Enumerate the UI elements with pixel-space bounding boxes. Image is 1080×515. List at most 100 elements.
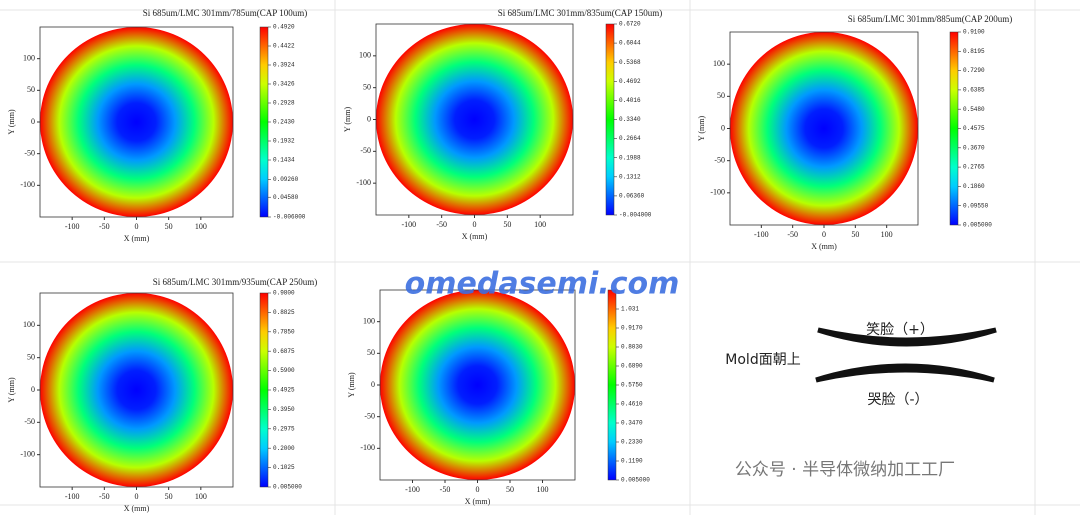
y-tick-label: 100	[363, 316, 375, 325]
colorbar-label: 0.5368	[619, 59, 641, 66]
colorbar-label: 0.1190	[621, 458, 643, 465]
x-tick-label: 50	[503, 220, 511, 229]
x-axis-label: X (mm)	[811, 242, 837, 251]
colorbar-label: 0.09550	[963, 202, 989, 209]
x-tick-label: 0	[135, 222, 139, 231]
smile-label: 笑脸（+）	[866, 322, 934, 338]
x-axis-label: X (mm)	[124, 234, 150, 243]
colorbar-label: -0.004000	[619, 212, 652, 219]
y-tick-label: 50	[27, 85, 35, 94]
wafer-map	[380, 290, 575, 480]
y-tick-label: 0	[371, 380, 375, 389]
colorbar-label: 0.4422	[273, 43, 295, 50]
y-tick-label: 0	[31, 117, 35, 126]
colorbar-label: 0.09260	[273, 176, 299, 183]
colorbar-label: 0.1988	[619, 154, 641, 161]
y-tick-label: -100	[20, 180, 35, 189]
x-tick-label: -50	[99, 222, 110, 231]
chart: Si 685um/LMC 301mm/885um(CAP 200um) -100 -…	[697, 14, 1012, 251]
x-tick-label: -100	[401, 220, 416, 229]
colorbar-label: 0.2975	[273, 425, 295, 432]
y-tick-label: -50	[360, 146, 371, 155]
colorbar-label: 0.9100	[963, 29, 985, 36]
x-tick-label: -50	[436, 220, 447, 229]
colorbar-label: 0.5750	[621, 382, 643, 389]
colorbar-label: 0.4575	[963, 125, 985, 132]
y-tick-label: 100	[23, 53, 35, 62]
y-tick-label: -50	[24, 417, 35, 426]
y-tick-label: -100	[20, 449, 35, 458]
colorbar	[259, 292, 269, 488]
y-tick-label: 0	[31, 385, 35, 394]
colorbar-label: 0.6720	[619, 21, 641, 28]
colorbar-label: 0.4610	[621, 401, 643, 408]
y-tick-label: 100	[713, 59, 725, 68]
colorbar-label: 0.6875	[273, 348, 295, 355]
colorbar-label: 0.4920	[273, 24, 295, 31]
x-tick-label: -100	[754, 230, 769, 239]
chart-title: Si 685um/LMC 301mm/835um(CAP 150um)	[498, 8, 662, 18]
y-tick-label: 100	[359, 51, 371, 60]
y-tick-label: 50	[367, 348, 375, 357]
colorbar-label: 0.3924	[273, 62, 295, 69]
cry-label: 哭脸（-）	[867, 392, 928, 408]
colorbar-label: 0.9800	[273, 290, 295, 297]
colorbar-label: 0.1312	[619, 173, 641, 180]
y-axis-label: Y (mm)	[347, 372, 356, 398]
chart-title: Si 685um/LMC 301mm/885um(CAP 200um)	[848, 14, 1012, 24]
x-tick-label: 100	[537, 485, 549, 494]
x-tick-label: -100	[65, 492, 80, 501]
x-tick-label: -100	[405, 485, 420, 494]
colorbar	[605, 23, 615, 216]
y-tick-label: -50	[714, 155, 725, 164]
colorbar-label: 0.1860	[963, 183, 985, 190]
y-tick-label: 50	[717, 91, 725, 100]
colorbar-label: 0.3950	[273, 406, 295, 413]
x-axis-label: X (mm)	[124, 504, 150, 513]
colorbar-label: 0.005000	[621, 477, 650, 484]
colorbar-label: 0.8825	[273, 309, 295, 316]
colorbar-label: 0.7850	[273, 328, 295, 335]
colorbar-label: -0.006000	[273, 214, 306, 221]
wafer-map	[730, 32, 918, 225]
colorbar-label: 0.9170	[621, 325, 643, 332]
colorbar-label: 0.2330	[621, 439, 643, 446]
y-tick-label: -50	[24, 148, 35, 157]
colorbar-label: 0.2000	[273, 445, 295, 452]
colorbar-label: 0.06360	[619, 192, 645, 199]
smile-arc	[817, 327, 997, 347]
colorbar-label: 0.5480	[963, 106, 985, 113]
colorbar-label: 0.3670	[963, 144, 985, 151]
colorbar-label: 0.1025	[273, 464, 295, 471]
x-tick-label: 100	[881, 230, 893, 239]
x-tick-label: 0	[473, 220, 477, 229]
colorbar-label: 0.7290	[963, 67, 985, 74]
y-tick-label: -100	[710, 188, 725, 197]
colorbar-label: 0.5900	[273, 367, 295, 374]
x-tick-label: 100	[195, 222, 207, 231]
x-tick-label: -50	[440, 485, 451, 494]
watermark: omedasemi.com	[405, 267, 680, 302]
y-tick-label: 50	[363, 82, 371, 91]
colorbar-label: 0.6385	[963, 86, 985, 93]
y-axis-label: Y (mm)	[7, 377, 16, 403]
wafer-map	[40, 27, 233, 217]
chart-title: Si 685um/LMC 301mm/785um(CAP 100um)	[143, 8, 307, 18]
x-tick-label: 50	[506, 485, 514, 494]
colorbar-label: 0.005000	[273, 484, 302, 491]
colorbar-label: 0.4692	[619, 78, 641, 85]
y-tick-label: -100	[356, 178, 371, 187]
y-tick-label: 50	[27, 352, 35, 361]
colorbar-label: 0.2765	[963, 164, 985, 171]
colorbar-label: 0.1932	[273, 138, 295, 145]
x-tick-label: -100	[65, 222, 80, 231]
chart: -100 -50 0 50 100 -100 -50 0 50 100 X (mm) Y (mm) 0.…	[347, 289, 650, 506]
colorbar-label: 0.1434	[273, 157, 295, 164]
colorbar-label: 0.2430	[273, 119, 295, 126]
x-tick-label: -50	[787, 230, 798, 239]
x-tick-label: 0	[822, 230, 826, 239]
colorbar-label: 0.8030	[621, 344, 643, 351]
wafer-map	[376, 24, 573, 215]
y-tick-label: -100	[360, 443, 375, 452]
